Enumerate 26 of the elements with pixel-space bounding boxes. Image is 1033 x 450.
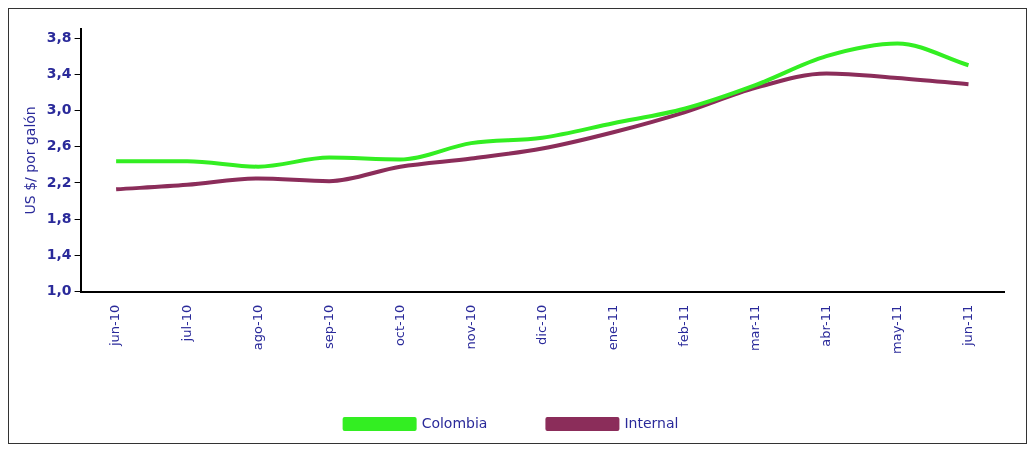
x-tick-label: ene-11 <box>604 304 620 351</box>
y-tick-label: 2,6 <box>46 137 72 154</box>
y-tick-label: 1,0 <box>46 282 72 299</box>
line-series <box>114 71 971 192</box>
x-tick-label: feb-11 <box>675 304 691 347</box>
y-tick-label: 1,4 <box>46 246 72 263</box>
x-tick-label: jun-10 <box>107 304 123 347</box>
y-axis-title: US $/ por galón <box>22 106 39 215</box>
legend-label: Internal <box>624 414 679 431</box>
y-tick-label: 3,0 <box>46 101 72 118</box>
x-tick-label: nov-10 <box>462 304 478 350</box>
y-tick-label: 2,2 <box>46 173 72 190</box>
x-tick-label: ago-10 <box>249 304 265 351</box>
line-series <box>114 41 971 169</box>
x-tick-label: sep-10 <box>320 304 336 349</box>
x-tick-label: dic-10 <box>533 304 549 345</box>
y-tick-label: 3,8 <box>46 28 72 45</box>
x-tick-label: abr-11 <box>817 304 833 347</box>
x-tick-label: jun-11 <box>959 304 975 347</box>
legend-label: Colombia <box>421 414 488 431</box>
x-tick-label: mar-11 <box>746 304 762 352</box>
y-tick-label: 1,8 <box>46 209 72 226</box>
x-tick-label: oct-10 <box>391 304 407 347</box>
y-tick-label: 3,4 <box>46 64 72 81</box>
x-tick-label: jul-10 <box>178 304 194 343</box>
x-tick-label: may-11 <box>888 304 904 354</box>
